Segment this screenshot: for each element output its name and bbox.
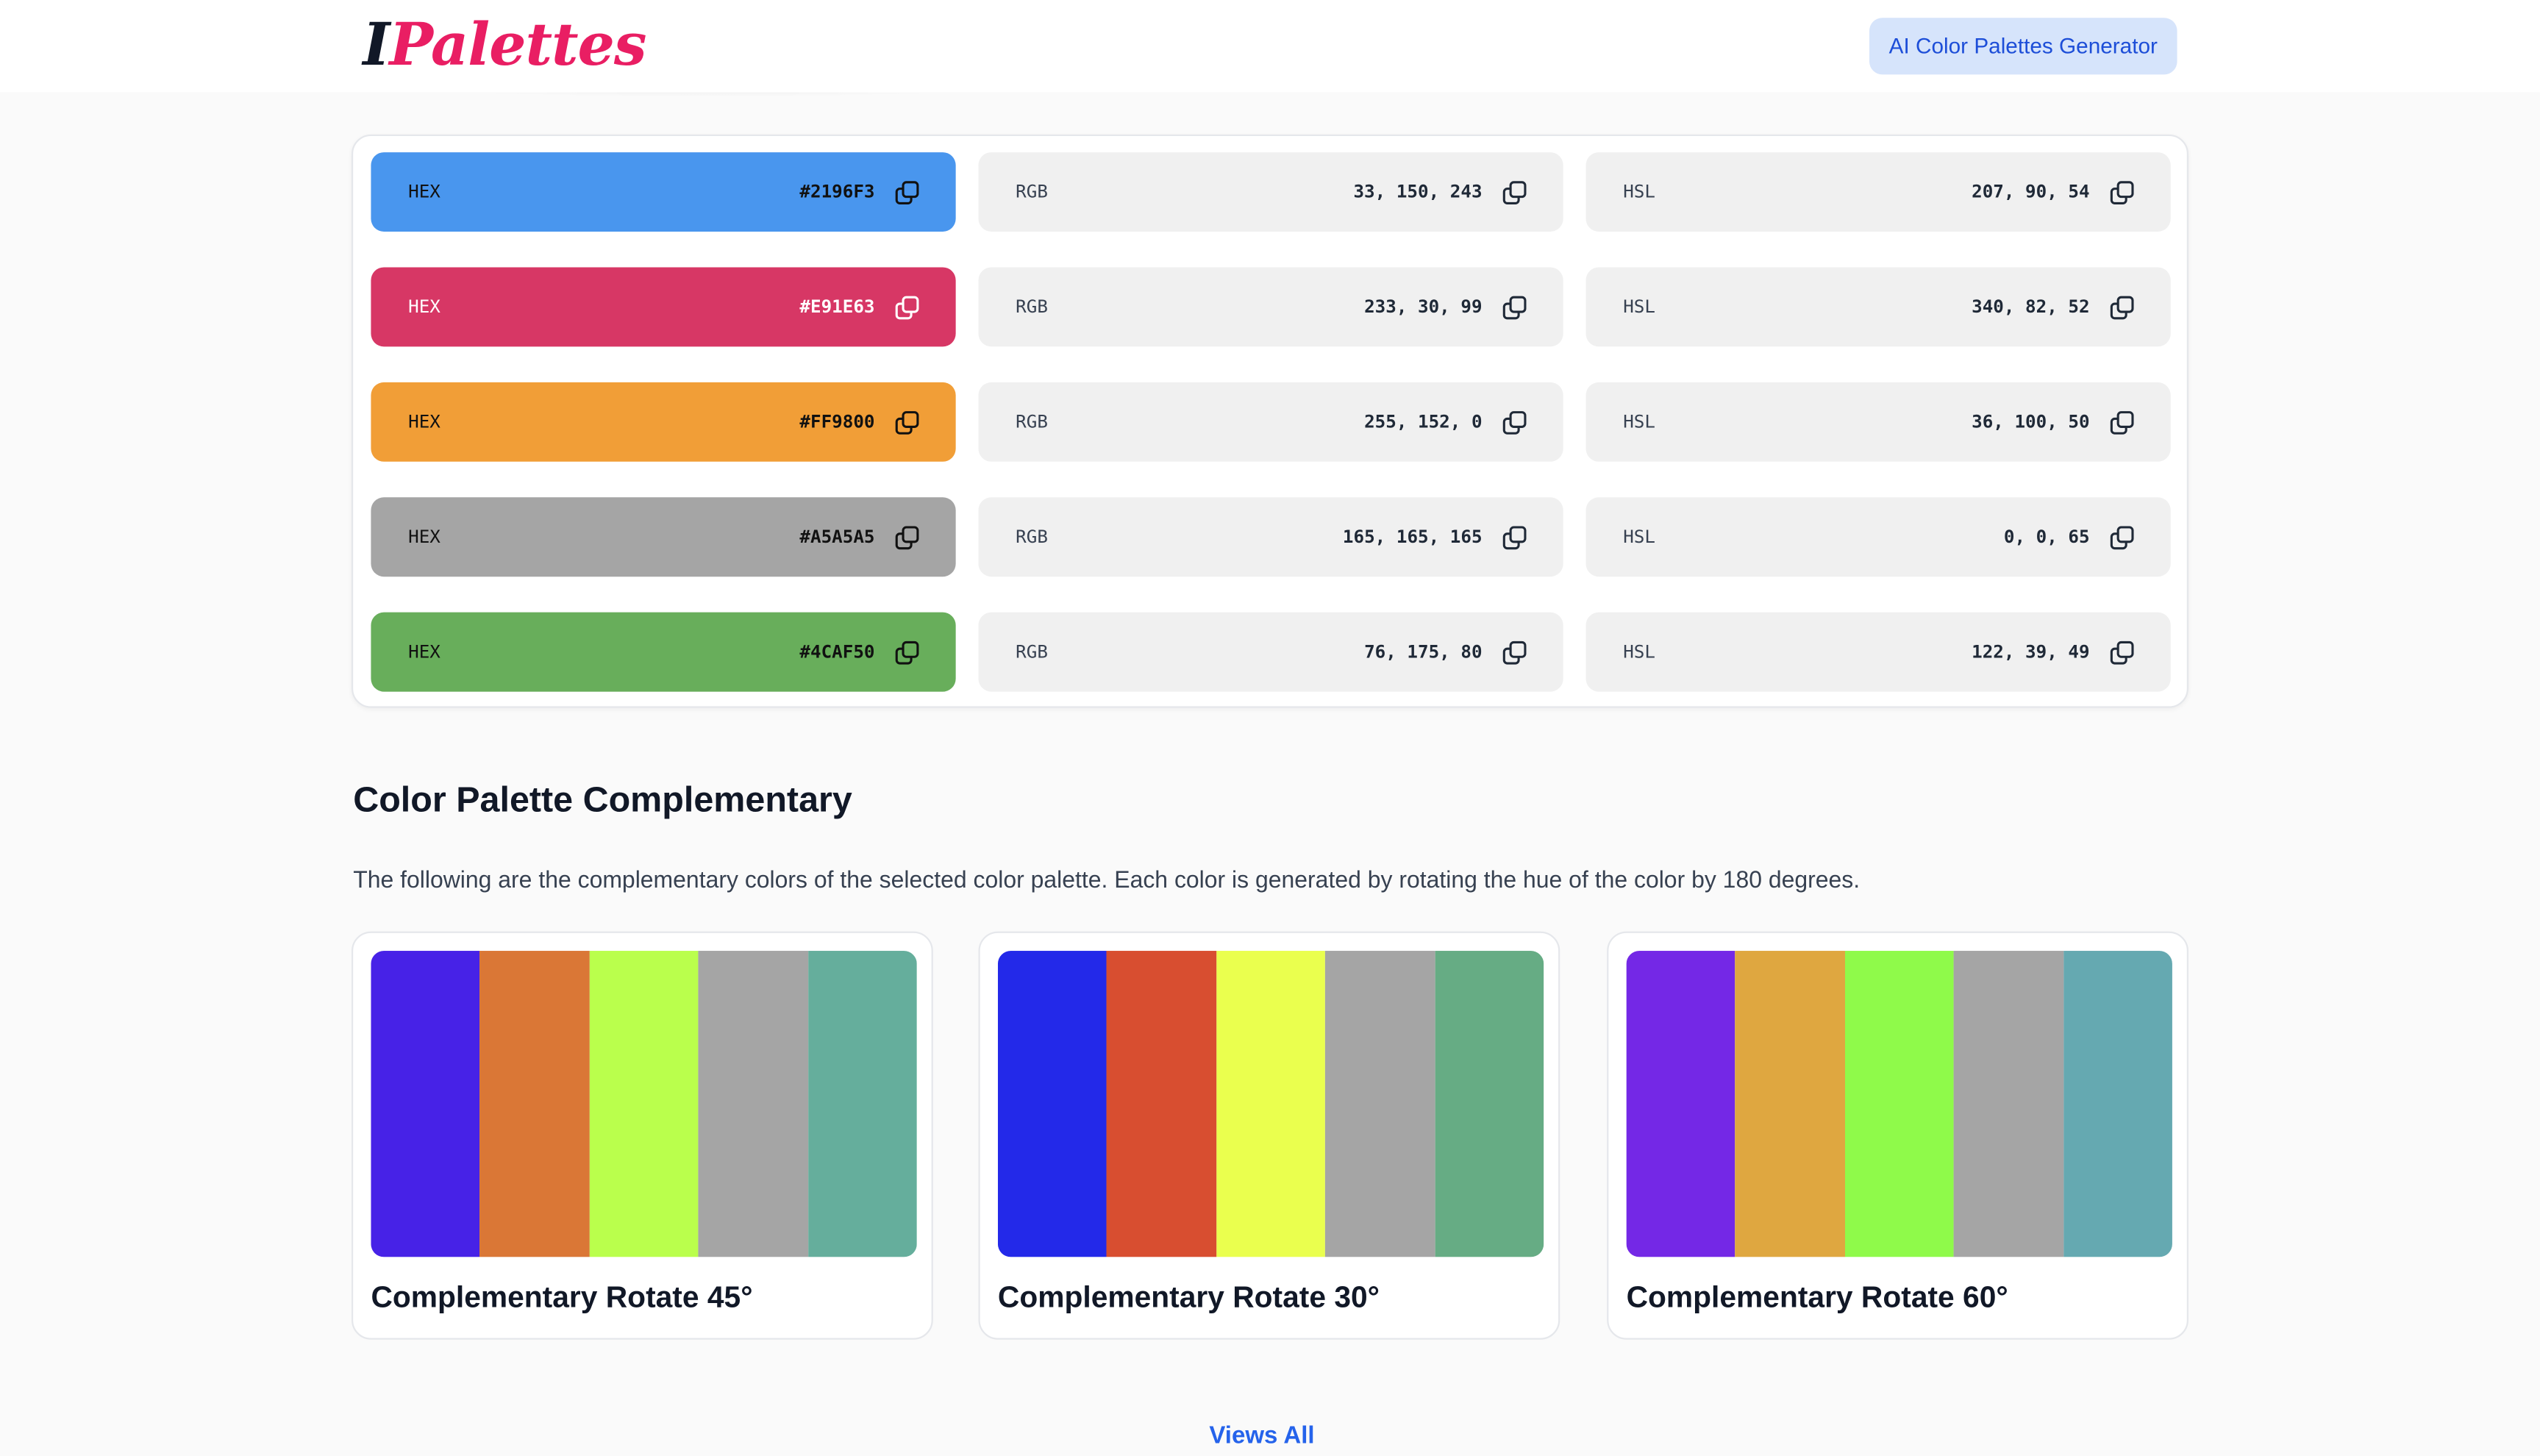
rgb-value: 76, 175, 80 xyxy=(1364,641,1483,663)
color-swatch[interactable] xyxy=(997,951,1107,1257)
hex-value: #4CAF50 xyxy=(799,641,875,663)
hsl-value-cell: HSL 340, 82, 52 xyxy=(1585,267,2171,347)
hsl-label: HSL xyxy=(1623,641,1655,663)
rgb-label: RGB xyxy=(1016,296,1048,318)
hex-value-cell: HEX #2196F3 xyxy=(371,152,956,232)
copy-icon[interactable] xyxy=(2109,294,2135,320)
hex-value-cell: HEX #E91E63 xyxy=(371,267,956,347)
color-swatch[interactable] xyxy=(807,951,917,1257)
color-swatch[interactable] xyxy=(371,951,480,1257)
hex-label: HEX xyxy=(408,181,440,203)
complementary-section-description: The following are the complementary colo… xyxy=(353,868,1861,894)
color-swatch[interactable] xyxy=(1626,951,1736,1257)
palette-swatches[interactable] xyxy=(997,951,1544,1257)
copy-icon[interactable] xyxy=(894,409,920,435)
color-swatch[interactable] xyxy=(1325,951,1435,1257)
color-swatch[interactable] xyxy=(1954,951,2063,1257)
copy-icon[interactable] xyxy=(894,639,920,665)
ai-generator-button[interactable]: AI Color Palettes Generator xyxy=(1869,18,2177,75)
hsl-label: HSL xyxy=(1623,296,1655,318)
rgb-value: 255, 152, 0 xyxy=(1364,411,1483,433)
copy-icon[interactable] xyxy=(1502,524,1527,550)
color-swatch[interactable] xyxy=(1735,951,1845,1257)
views-all-link[interactable]: Views All xyxy=(1209,1422,1315,1450)
copy-icon[interactable] xyxy=(894,179,920,204)
hsl-value: 36, 100, 50 xyxy=(1972,411,2090,433)
rgb-label: RGB xyxy=(1016,181,1048,203)
hex-value-cell: HEX #A5A5A5 xyxy=(371,497,956,577)
hsl-label: HSL xyxy=(1623,526,1655,548)
hex-value: #2196F3 xyxy=(799,181,875,203)
hex-label: HEX xyxy=(408,526,440,548)
rgb-label: RGB xyxy=(1016,526,1048,548)
copy-icon[interactable] xyxy=(894,524,920,550)
palette-swatches[interactable] xyxy=(1626,951,2172,1257)
palette-title: Complementary Rotate 60° xyxy=(1626,1280,2008,1314)
color-swatch[interactable] xyxy=(589,951,699,1257)
palette-title: Complementary Rotate 45° xyxy=(371,1280,753,1314)
rgb-value: 165, 165, 165 xyxy=(1342,526,1483,548)
palette-card[interactable]: Complementary Rotate 30° xyxy=(978,931,1560,1340)
palette-card[interactable]: Complementary Rotate 60° xyxy=(1607,931,2188,1340)
logo-letter: I xyxy=(363,11,390,79)
color-swatch[interactable] xyxy=(479,951,590,1257)
logo-word: Palettes xyxy=(389,11,646,79)
copy-icon[interactable] xyxy=(894,294,920,320)
copy-icon[interactable] xyxy=(2109,524,2135,550)
color-swatch[interactable] xyxy=(2063,951,2172,1257)
hsl-value: 0, 0, 65 xyxy=(2003,526,2090,548)
copy-icon[interactable] xyxy=(1502,409,1527,435)
hex-value-cell: HEX #FF9800 xyxy=(371,382,956,462)
hex-value-cell: HEX #4CAF50 xyxy=(371,612,956,692)
hex-label: HEX xyxy=(408,411,440,433)
hex-label: HEX xyxy=(408,641,440,663)
rgb-value-cell: RGB 165, 165, 165 xyxy=(978,497,1563,577)
site-header: IPalettes AI Color Palettes Generator xyxy=(0,0,2540,93)
rgb-label: RGB xyxy=(1016,641,1048,663)
rgb-value: 233, 30, 99 xyxy=(1364,296,1483,318)
copy-icon[interactable] xyxy=(2109,179,2135,204)
copy-icon[interactable] xyxy=(2109,639,2135,665)
palette-title: Complementary Rotate 30° xyxy=(997,1280,1380,1314)
hex-value: #E91E63 xyxy=(799,296,875,318)
color-swatch[interactable] xyxy=(1216,951,1326,1257)
copy-icon[interactable] xyxy=(1502,179,1527,204)
color-swatch[interactable] xyxy=(698,951,808,1257)
color-swatch[interactable] xyxy=(1844,951,1955,1257)
hsl-label: HSL xyxy=(1623,411,1655,433)
palette-card[interactable]: Complementary Rotate 45° xyxy=(352,931,933,1340)
copy-icon[interactable] xyxy=(2109,409,2135,435)
hsl-value: 340, 82, 52 xyxy=(1972,296,2090,318)
hex-label: HEX xyxy=(408,296,440,318)
hsl-value: 122, 39, 49 xyxy=(1972,641,2090,663)
rgb-label: RGB xyxy=(1016,411,1048,433)
palette-swatches[interactable] xyxy=(371,951,917,1257)
copy-icon[interactable] xyxy=(1502,294,1527,320)
complementary-section-title: Color Palette Complementary xyxy=(353,779,852,820)
hsl-value-cell: HSL 0, 0, 65 xyxy=(1585,497,2171,577)
site-logo[interactable]: IPalettes xyxy=(363,10,646,81)
color-swatch[interactable] xyxy=(1434,951,1544,1257)
color-values-card: HEX #2196F3 RGB 33, 150, 243 HSL 207, 90, 54 H… xyxy=(352,134,2188,708)
hsl-value-cell: HSL 36, 100, 50 xyxy=(1585,382,2171,462)
hsl-label: HSL xyxy=(1623,181,1655,203)
hsl-value-cell: HSL 207, 90, 54 xyxy=(1585,152,2171,232)
rgb-value-cell: RGB 233, 30, 99 xyxy=(978,267,1563,347)
rgb-value-cell: RGB 33, 150, 243 xyxy=(978,152,1563,232)
copy-icon[interactable] xyxy=(1502,639,1527,665)
rgb-value: 33, 150, 243 xyxy=(1353,181,1483,203)
hsl-value: 207, 90, 54 xyxy=(1972,181,2090,203)
hex-value: #FF9800 xyxy=(799,411,875,433)
rgb-value-cell: RGB 76, 175, 80 xyxy=(978,612,1563,692)
hex-value: #A5A5A5 xyxy=(799,526,875,548)
color-swatch[interactable] xyxy=(1107,951,1216,1257)
rgb-value-cell: RGB 255, 152, 0 xyxy=(978,382,1563,462)
hsl-value-cell: HSL 122, 39, 49 xyxy=(1585,612,2171,692)
